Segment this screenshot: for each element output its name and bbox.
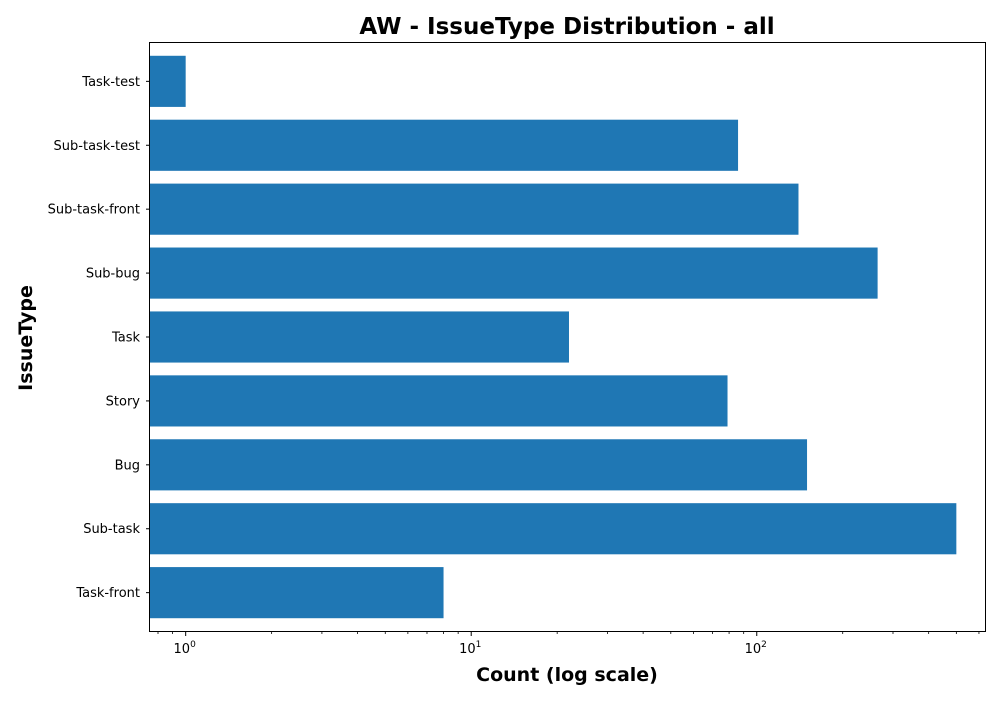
bar-task-front — [150, 567, 444, 619]
x-tick-label: 100 — [174, 640, 197, 657]
y-tick-label-sub-task: Sub-task — [83, 522, 140, 537]
x-axis-label: Count (log scale) — [476, 664, 658, 686]
x-tick-label: 101 — [459, 640, 481, 657]
bar-task — [150, 311, 569, 363]
y-tick-label-sub-bug: Sub-bug — [86, 267, 140, 282]
bars-group — [150, 55, 957, 619]
chart-title: AW - IssueType Distribution - all — [359, 14, 774, 40]
y-tick-label-sub-task-test: Sub-task-test — [54, 139, 140, 154]
x-tick-label: 102 — [745, 640, 767, 657]
bar-sub-bug — [150, 247, 878, 299]
bar-task-test — [150, 55, 186, 107]
y-axis-ticks: Task-front Sub-task Bug Story Task Sub-bug Sub… — [48, 75, 150, 601]
y-tick-label-task: Task — [111, 331, 141, 346]
x-axis-ticks: 100 101 102 — [157, 631, 980, 657]
bar-story — [150, 375, 728, 427]
bar-sub-task-test — [150, 119, 739, 171]
plot-area-frame — [149, 42, 986, 632]
bar-sub-task-front — [150, 183, 799, 235]
y-tick-label-task-test: Task-test — [81, 75, 140, 90]
y-axis-label: IssueType — [15, 285, 37, 391]
bar-sub-task — [150, 503, 957, 555]
y-tick-label-task-front: Task-front — [75, 586, 140, 601]
bar-bug — [150, 439, 808, 491]
y-tick-label-bug: Bug — [115, 458, 140, 473]
y-tick-label-sub-task-front: Sub-task-front — [48, 203, 140, 218]
y-tick-label-story: Story — [106, 394, 141, 409]
